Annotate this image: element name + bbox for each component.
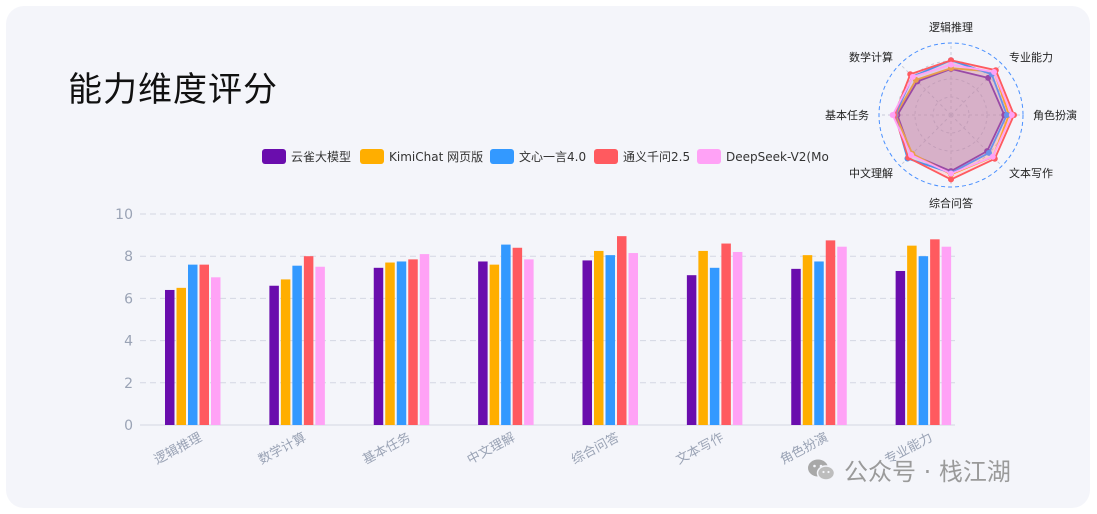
bar	[211, 277, 221, 425]
radar-axis-label: 逻辑推理	[929, 20, 973, 34]
radar-axis-label: 综合问答	[929, 196, 973, 210]
watermark: 公众号 · 栈江湖	[806, 452, 1011, 487]
radar-point	[1008, 112, 1015, 118]
bar	[594, 250, 604, 425]
bar	[489, 264, 500, 425]
bar	[709, 267, 720, 425]
page-title: 能力维度评分	[68, 70, 278, 110]
bar	[419, 254, 430, 425]
radar-axis-label: 基本任务	[825, 108, 869, 122]
bar	[478, 261, 488, 425]
radar-point	[989, 153, 996, 160]
y-tick-label: 10	[115, 207, 133, 223]
bar	[698, 250, 708, 425]
bar	[269, 285, 279, 425]
legend-label: DeepSeek-V2(Mo	[726, 150, 829, 164]
legend-label: KimiChat 网页版	[389, 150, 483, 164]
radar-axis-label: 角色扮演	[1033, 108, 1077, 122]
y-tick-label: 0	[124, 418, 133, 434]
legend-swatch	[360, 149, 384, 164]
x-tick-label: 文本写作	[674, 430, 727, 468]
bar	[930, 239, 940, 425]
radar-point	[1003, 112, 1010, 118]
bar	[303, 256, 314, 425]
legend-label: 文心一言4.0	[519, 149, 586, 164]
legend-label: 云雀大模型	[291, 150, 351, 164]
bar	[918, 256, 929, 425]
radar-point	[948, 170, 954, 177]
radar-axis-label: 文本写作	[1009, 166, 1053, 180]
bar	[628, 253, 638, 425]
bar-chart: 云雀大模型 KimiChat 网页版 文心一言4.0 通义千问2.5 DeepSeek-…	[115, 149, 955, 468]
wechat-icon	[808, 459, 836, 481]
bar	[512, 247, 523, 425]
bar	[791, 268, 801, 425]
bar	[825, 240, 836, 425]
bar	[373, 267, 384, 425]
bar	[582, 260, 592, 425]
bar	[176, 287, 186, 425]
x-tick-label: 数学计算	[256, 429, 309, 468]
bar	[617, 236, 627, 425]
x-tick-label: 中文理解	[465, 430, 518, 468]
y-tick-label: 2	[124, 376, 133, 392]
bar	[385, 262, 395, 425]
bar	[292, 265, 302, 425]
y-tick-label: 4	[124, 334, 133, 350]
x-tick-label: 逻辑推理	[152, 430, 205, 468]
radar-point	[948, 176, 954, 183]
bar	[524, 259, 534, 425]
legend-swatch	[594, 149, 618, 164]
radar-axis-label: 中文理解	[849, 166, 893, 180]
bar	[315, 266, 325, 425]
radar-point	[985, 149, 992, 156]
legend-swatch	[490, 149, 514, 164]
bar	[721, 243, 731, 425]
bar	[188, 264, 198, 425]
radar-point	[991, 68, 998, 75]
bar	[837, 246, 847, 425]
radar-point	[908, 151, 915, 158]
bar	[165, 289, 175, 425]
bar	[941, 246, 952, 425]
radar-axis-label: 数学计算	[849, 50, 893, 64]
x-tick-label: 综合问答	[569, 429, 622, 468]
bar	[396, 261, 407, 425]
radar-point	[948, 61, 954, 68]
y-tick-label: 6	[124, 291, 133, 307]
watermark-text: 公众号 · 栈江湖	[844, 458, 1011, 486]
bar	[605, 255, 615, 425]
bar	[895, 270, 906, 425]
bar	[814, 261, 824, 425]
radar-axis-label: 专业能力	[1009, 50, 1053, 64]
bar	[686, 275, 697, 425]
legend-swatch	[697, 149, 721, 164]
x-tick-label: 基本任务	[360, 429, 413, 468]
bar	[280, 279, 291, 425]
bar	[907, 245, 917, 425]
legend-swatch	[262, 149, 286, 164]
radar-point	[889, 112, 896, 118]
bar	[199, 264, 209, 425]
bar	[732, 251, 743, 425]
radar-point	[909, 73, 916, 80]
bar	[802, 255, 813, 425]
bar	[501, 244, 511, 425]
y-tick-label: 8	[124, 249, 133, 265]
radar-point	[948, 57, 954, 64]
bar	[408, 259, 418, 425]
legend-label: 通义千问2.5	[623, 150, 690, 164]
